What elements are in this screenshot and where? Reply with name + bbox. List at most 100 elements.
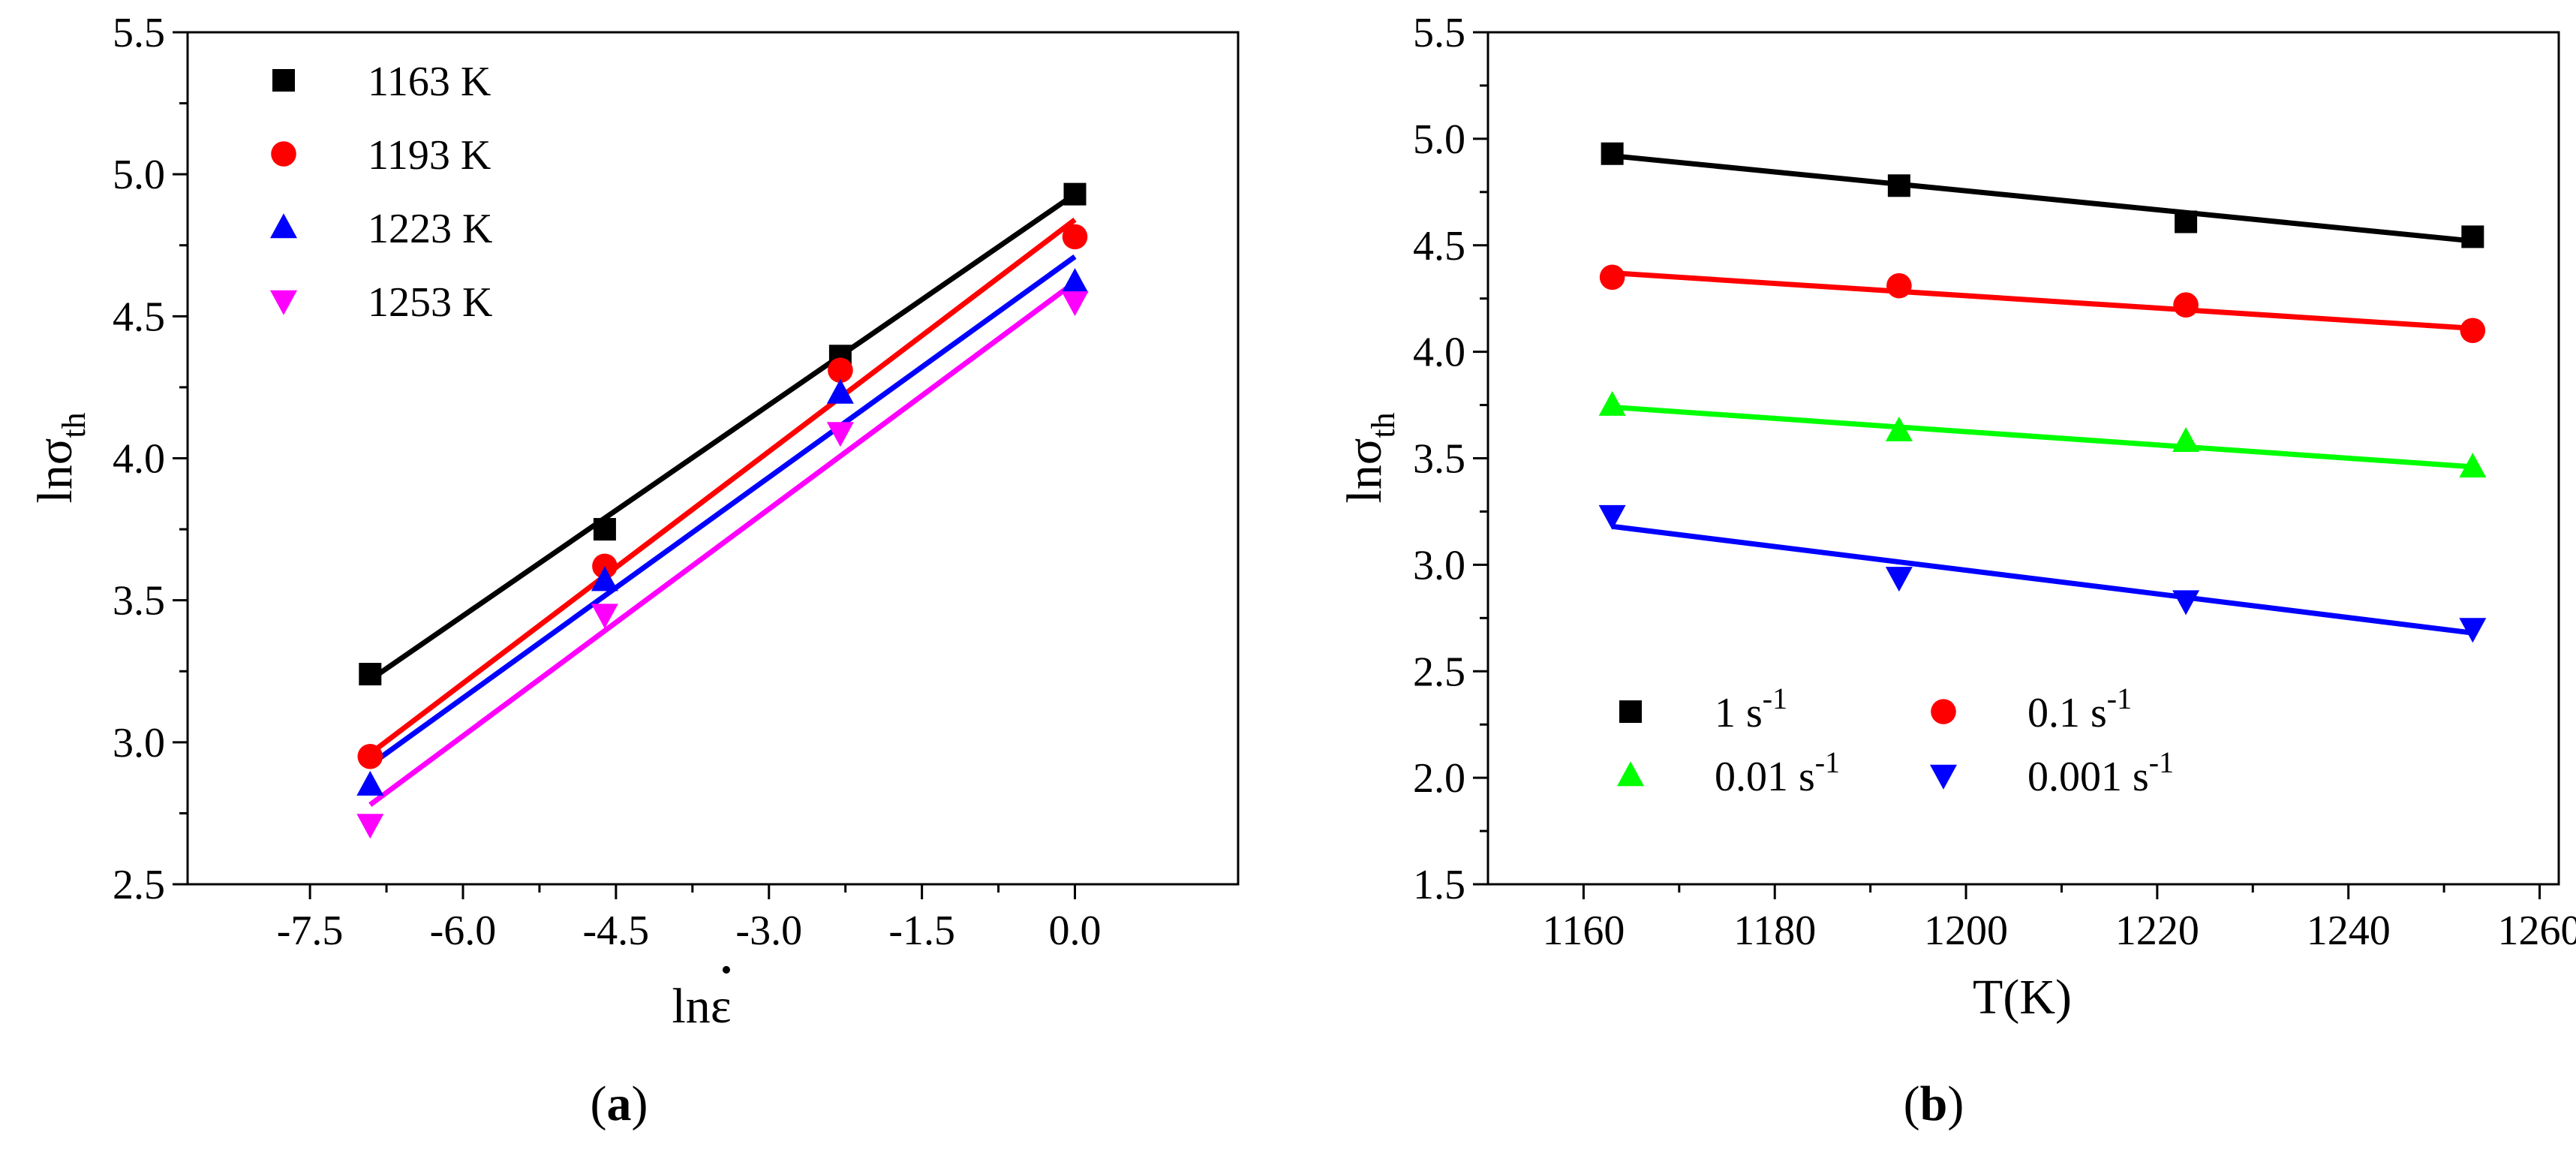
- b-data-point-series-1: [1601, 142, 1624, 165]
- b-data-point-series-1: [2461, 225, 2484, 248]
- a-data-point-series-3: [1061, 268, 1089, 294]
- b-legend-label-superscript: -1: [1815, 745, 1840, 779]
- b-y-tick-label: 2.5: [1413, 649, 1465, 695]
- b-y-axis-title-subscript: th: [1365, 412, 1402, 438]
- a-legend-label: 1163 K: [368, 59, 491, 105]
- b-data-point-series-2: [1599, 264, 1625, 291]
- b-legend-label: 0.001 s-1: [2027, 745, 2174, 800]
- b-legend-marker: [1930, 764, 1957, 790]
- b-x-tick-label: 1260: [2498, 908, 2576, 954]
- panel-a-chart: -7.5 -6.0 -4.5 -3.0 -1.5 0.0 2.5 3.0 3.5 4.0 4.5 5.…: [28, 10, 1240, 1131]
- a-x-tick-label: -7.5: [277, 908, 344, 954]
- b-y-tick-label: 3.0: [1413, 542, 1465, 589]
- a-y-tick-label: 5.5: [113, 10, 165, 56]
- b-data-point-series-4: [2172, 590, 2200, 616]
- a-data-point-series-3: [591, 566, 618, 592]
- b-x-tick-label: 1220: [2115, 908, 2199, 954]
- a-legend-marker: [270, 213, 297, 239]
- panel-b-chart: 1160 1180 1200 1220 1240 1260 1.5 2.0 2.5 3.0 3.5 4…: [1337, 10, 2576, 1131]
- b-legend-label: 0.01 s-1: [1715, 745, 1840, 800]
- a-y-tick-label: 4.0: [113, 436, 165, 483]
- a-x-tick-label: -4.5: [583, 908, 650, 954]
- a-data-point-series-4: [826, 422, 854, 447]
- a-data-point-series-4: [356, 814, 384, 839]
- b-panel-label: (b): [1904, 1076, 1964, 1131]
- b-data-point-series-3: [1598, 390, 1626, 416]
- a-x-tick-label: -6.0: [430, 908, 497, 954]
- a-fit-line-series-1: [368, 191, 1077, 682]
- b-data-point-series-3: [2172, 427, 2200, 453]
- b-data-point-series-1: [2175, 210, 2198, 233]
- a-fit-line-series-3: [368, 254, 1077, 767]
- a-legend-marker: [270, 290, 297, 315]
- a-x-tick-label: -1.5: [888, 908, 955, 954]
- a-data-point-series-2: [592, 553, 618, 580]
- a-data-point-series-2: [828, 357, 853, 384]
- a-x-tick-label: -3.0: [735, 908, 802, 954]
- a-y-axis-title: lnσth: [28, 412, 92, 503]
- b-data-point-series-3: [2459, 453, 2487, 478]
- b-y-tick-label: 5.0: [1413, 116, 1465, 163]
- b-x-tick-label: 1240: [2307, 908, 2391, 954]
- b-data-point-series-2: [1886, 272, 1912, 299]
- a-data-point-series-1: [593, 518, 616, 541]
- b-data-point-series-1: [1887, 174, 1910, 197]
- a-panel-label: (a): [591, 1076, 648, 1131]
- b-fit-line-series-1: [1612, 153, 2473, 244]
- a-data-point-series-2: [357, 743, 383, 769]
- a-x-tick-label: 0.0: [1049, 908, 1102, 954]
- b-fit-line-series-2: [1612, 270, 2473, 331]
- b-data-point-series-3: [1885, 416, 1913, 441]
- a-legend-marker: [271, 141, 296, 167]
- a-y-tick-label: 3.5: [113, 578, 165, 625]
- a-data-point-series-4: [1061, 291, 1089, 317]
- b-legend-label-superscript: -1: [2149, 745, 2174, 779]
- a-y-axis-title-subscript: th: [56, 412, 92, 438]
- b-fit-line-series-3: [1612, 404, 2473, 470]
- a-x-axis-title-symbol: ε: [711, 979, 732, 1034]
- b-legend-label-superscript: -1: [2107, 682, 2132, 715]
- a-data-point-series-4: [591, 604, 618, 629]
- a-x-axis-title-dot: •: [721, 953, 732, 988]
- a-data-point-series-1: [1063, 182, 1087, 206]
- b-data-point-series-2: [2460, 318, 2486, 344]
- a-y-tick-label: 3.0: [113, 720, 165, 766]
- a-y-tick-label: 2.5: [113, 862, 165, 908]
- b-legend-label: 1 s-1: [1715, 682, 1787, 736]
- a-x-axis-title: lnε: [672, 979, 731, 1034]
- a-data-point-series-3: [826, 378, 854, 404]
- b-data-point-series-2: [2173, 292, 2199, 318]
- b-legend-label-superscript: -1: [1763, 682, 1787, 715]
- b-y-tick-label: 2.0: [1413, 755, 1465, 802]
- b-legend-label: 0.1 s-1: [2027, 682, 2132, 736]
- b-x-tick-label: 1160: [1542, 908, 1625, 954]
- b-x-axis-title: T(K): [1973, 970, 2072, 1025]
- b-legend-marker: [1617, 761, 1644, 787]
- b-y-tick-label: 4.5: [1413, 223, 1465, 269]
- a-y-tick-label: 4.5: [113, 294, 165, 340]
- b-panel-label-letter: b: [1920, 1076, 1948, 1131]
- a-legend-label: 1253 K: [368, 279, 492, 326]
- b-data-point-series-4: [2459, 618, 2487, 643]
- a-legend-label: 1193 K: [368, 132, 491, 179]
- b-data-point-series-4: [1598, 504, 1626, 530]
- a-plot-frame: [186, 31, 1240, 886]
- b-y-tick-label: 5.5: [1413, 10, 1465, 56]
- b-y-tick-label: 3.5: [1413, 436, 1465, 483]
- b-x-tick-label: 1200: [1924, 908, 2008, 954]
- a-fit-line-series-4: [368, 280, 1077, 807]
- b-fit-line-series-4: [1612, 523, 2473, 636]
- a-data-point-series-2: [1062, 224, 1088, 250]
- a-fit-line-series-2: [368, 217, 1077, 756]
- a-legend-label: 1223 K: [368, 206, 492, 252]
- b-y-tick-label: 1.5: [1413, 862, 1465, 908]
- b-y-tick-label: 4.0: [1413, 330, 1465, 376]
- b-legend-marker: [1931, 699, 1956, 724]
- a-panel-label-letter: a: [607, 1076, 632, 1131]
- a-legend-marker: [272, 69, 295, 92]
- b-data-point-series-4: [1885, 567, 1913, 592]
- b-x-tick-label: 1180: [1733, 908, 1816, 954]
- b-y-axis-title: lnσth: [1337, 412, 1402, 503]
- a-data-point-series-3: [356, 770, 384, 796]
